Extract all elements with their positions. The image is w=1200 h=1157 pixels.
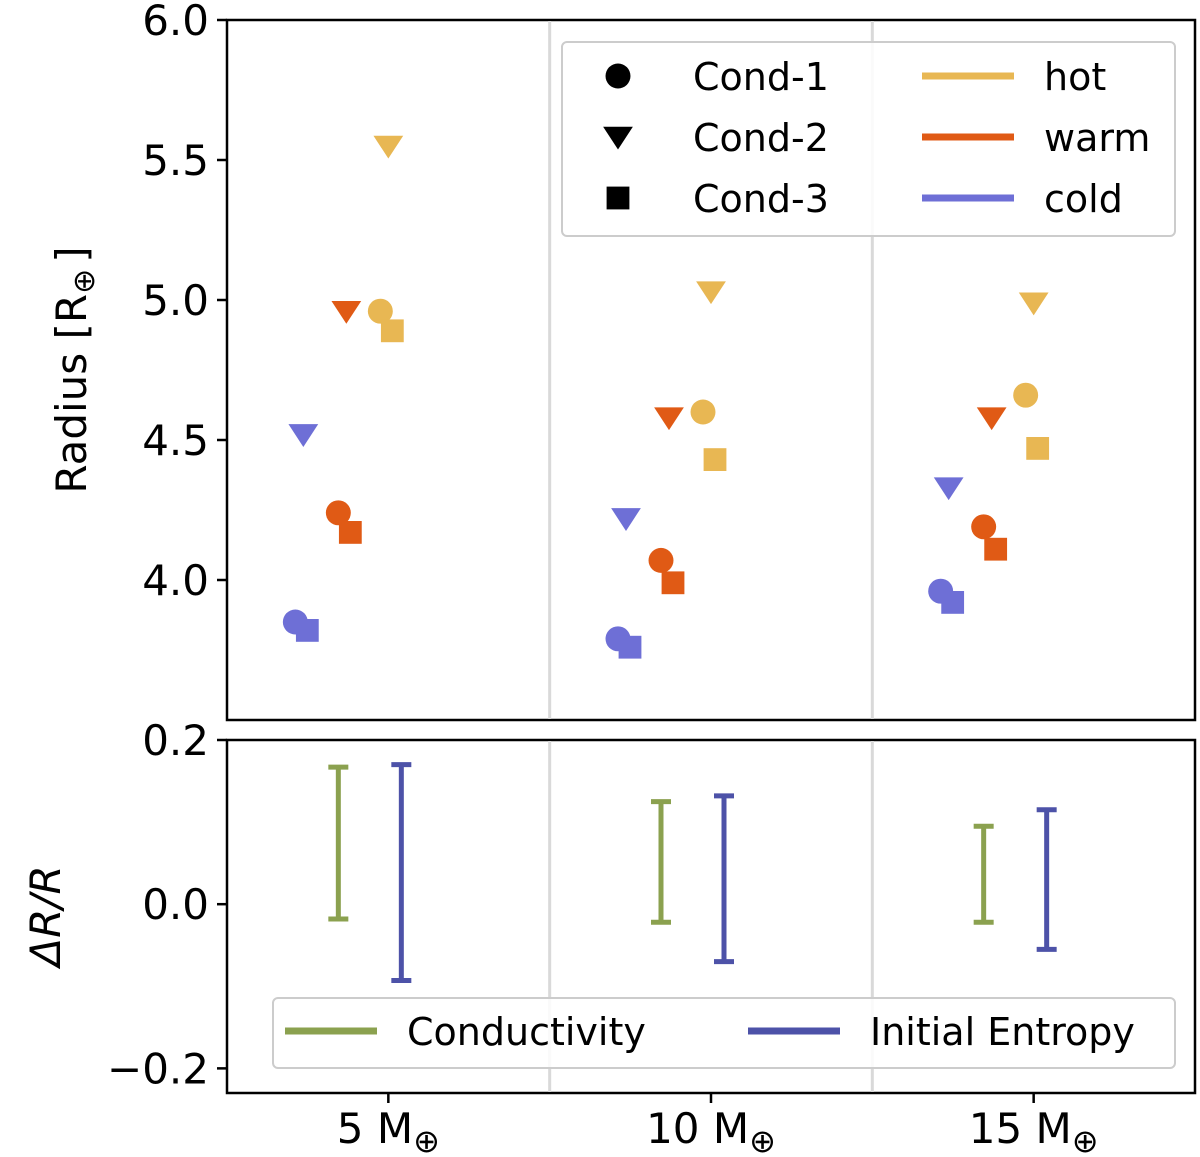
x-category-labels: 5 M⊕ 10 M⊕ 15 M⊕	[337, 1093, 1099, 1157]
point-hot-cond-3	[1026, 437, 1050, 460]
point-cold-cond-3	[941, 591, 965, 614]
top-y-tick-label: 4.0	[142, 556, 209, 605]
point-cold-cond-3	[618, 635, 642, 659]
point-warm-cond-1	[325, 500, 351, 526]
legend-color-label: hot	[1044, 55, 1106, 99]
top-y-tick-label: 6.0	[142, 0, 209, 45]
top-panel-frame	[225, 18, 1197, 722]
top-y-label-sub: ⊕	[67, 269, 102, 294]
point-hot-cond-2	[1018, 292, 1049, 316]
point-warm-cond-2	[331, 300, 362, 324]
bottom-legend: Conductivity Initial Entropy	[272, 997, 1176, 1069]
top-scatter-points	[282, 135, 1050, 659]
legend-marker-triangle-down	[603, 126, 633, 150]
point-warm-cond-3	[984, 537, 1008, 561]
point-hot-cond-3	[380, 319, 404, 343]
legend-marker-entries: Cond-1 Cond-2 Cond-3	[603, 55, 829, 221]
legend-marker-circle	[605, 63, 631, 89]
bottom-legend-entries: Conductivity Initial Entropy	[285, 1010, 1135, 1054]
bottom-legend-label: Conductivity	[407, 1010, 646, 1054]
legend-color-label: warm	[1044, 116, 1150, 160]
point-hot-cond-1	[1013, 382, 1039, 408]
legend-color-label: cold	[1044, 177, 1123, 221]
top-y-tick-label: 5.5	[142, 136, 209, 185]
bottom-y-tick-label: −0.2	[107, 1044, 209, 1093]
bottom-legend-box	[272, 997, 1176, 1069]
legend-color-entries: hot warm cold	[922, 55, 1150, 221]
point-warm-cond-3	[661, 571, 685, 595]
point-cold-cond-2	[933, 477, 964, 501]
point-hot-cond-3	[703, 448, 727, 471]
point-warm-cond-2	[976, 407, 1007, 431]
legend-marker-label: Cond-1	[693, 55, 829, 99]
point-hot-cond-2	[696, 281, 726, 305]
bottom-y-ticks: −0.2 0.0 0.2	[107, 716, 227, 1093]
point-cold-cond-3	[295, 619, 319, 642]
point-warm-cond-2	[654, 407, 684, 431]
bottom-y-tick-label: 0.2	[142, 716, 209, 765]
point-hot-cond-1	[367, 298, 393, 324]
top-y-label-main: Radius [R	[47, 294, 96, 494]
top-y-axis-label: Radius [R⊕]	[47, 246, 102, 493]
point-hot-cond-2	[373, 135, 404, 159]
point-hot-cond-1	[690, 399, 716, 425]
x-category-label: 5 M⊕	[337, 1104, 440, 1157]
legend-marker-label: Cond-2	[693, 116, 829, 160]
legend-marker-square	[606, 186, 630, 210]
x-category-label: 10 M⊕	[646, 1104, 776, 1157]
top-y-tick-label: 5.0	[142, 276, 209, 325]
bottom-legend-label: Initial Entropy	[870, 1010, 1135, 1054]
point-cold-cond-2	[611, 508, 641, 531]
top-y-tick-label: 4.5	[142, 416, 209, 465]
point-cold-cond-2	[288, 424, 319, 447]
point-warm-cond-1	[648, 547, 674, 573]
legend-marker-label: Cond-3	[693, 177, 829, 221]
point-warm-cond-3	[338, 521, 362, 544]
top-y-label-close: ]	[47, 246, 96, 262]
bottom-y-axis-label: ΔR/R	[21, 865, 70, 969]
bottom-y-tick-label: 0.0	[142, 880, 209, 929]
point-warm-cond-1	[971, 514, 997, 540]
bottom-error-bars	[328, 762, 1057, 984]
x-category-label: 15 M⊕	[969, 1104, 1099, 1157]
top-y-ticks: 4.0 4.5 5.0 5.5 6.0	[142, 0, 227, 605]
top-legend-box	[561, 41, 1176, 237]
top-legend: Cond-1 Cond-2 Cond-3 hot warm cold	[561, 41, 1176, 237]
